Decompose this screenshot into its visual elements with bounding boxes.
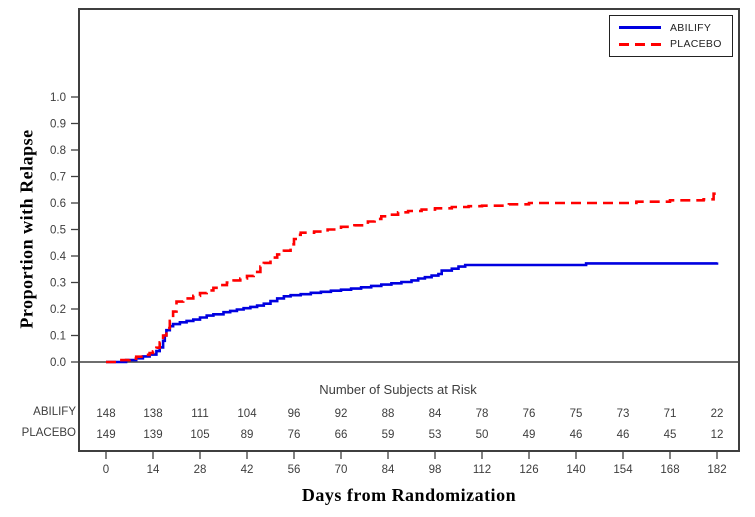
y-tick-label: 0.0	[50, 357, 66, 369]
x-tick-label: 140	[566, 464, 585, 476]
at-risk-value: 76	[523, 408, 536, 420]
x-tick-label: 126	[519, 464, 538, 476]
legend-label-abilify: ABILIFY	[670, 21, 712, 34]
y-tick-label: 0.1	[50, 331, 66, 343]
x-axis-title: Days from Randomization	[301, 485, 517, 505]
x-tick-label: 84	[382, 464, 395, 476]
at-risk-value: 71	[664, 408, 677, 420]
at-risk-value: 78	[476, 408, 489, 420]
at-risk-value: 75	[570, 408, 583, 420]
at-risk-value: 46	[617, 429, 630, 441]
y-tick-label: 0.8	[50, 145, 66, 157]
at-risk-value: 92	[335, 408, 348, 420]
at-risk-value: 12	[711, 429, 724, 441]
at-risk-value: 96	[288, 408, 301, 420]
at-risk-row-label-placebo: PLACEBO	[21, 427, 76, 439]
at-risk-row-label-abilify: ABILIFY	[33, 406, 76, 418]
plot-frame	[78, 8, 740, 452]
at-risk-value: 139	[143, 429, 162, 441]
y-tick-label: 0.3	[50, 278, 66, 290]
curve-abilify	[106, 262, 719, 364]
at-risk-value: 76	[288, 429, 301, 441]
at-risk-value: 105	[190, 429, 209, 441]
x-tick-label: 14	[147, 464, 160, 476]
x-tick-label: 0	[103, 464, 109, 476]
at-risk-value: 111	[191, 408, 208, 420]
x-tick-label: 56	[288, 464, 301, 476]
at-risk-value: 88	[382, 408, 395, 420]
x-tick-label: 182	[707, 464, 726, 476]
at-risk-value: 138	[143, 408, 162, 420]
y-tick-label: 0.6	[50, 198, 66, 210]
y-tick-label: 0.7	[50, 172, 66, 184]
x-tick-label: 70	[335, 464, 348, 476]
at-risk-value: 66	[335, 429, 348, 441]
at-risk-value: 89	[241, 429, 254, 441]
y-axis-title: Proportion with Relapse	[16, 129, 37, 329]
x-tick-label: 112	[473, 464, 491, 476]
x-tick-label: 98	[429, 464, 442, 476]
at-risk-value: 50	[476, 429, 489, 441]
at-risk-value: 46	[570, 429, 583, 441]
x-tick-label: 42	[241, 464, 254, 476]
at-risk-header: Number of Subjects at Risk	[319, 382, 477, 397]
legend-entry-placebo: PLACEBO	[610, 37, 732, 51]
x-tick-label: 168	[660, 464, 679, 476]
at-risk-value: 59	[382, 429, 395, 441]
at-risk-value: 149	[96, 429, 115, 441]
legend-label-placebo: PLACEBO	[670, 38, 722, 51]
at-risk-value: 73	[617, 408, 630, 420]
y-tick-label: 1.0	[50, 92, 66, 104]
abilify-line-sample	[619, 26, 661, 30]
at-risk-value: 45	[664, 429, 677, 441]
legend-entry-abilify: ABILIFY	[610, 21, 732, 35]
at-risk-value: 148	[96, 408, 115, 420]
x-tick-label: 28	[194, 464, 207, 476]
at-risk-value: 22	[711, 408, 724, 420]
placebo-line-sample	[619, 42, 661, 46]
x-tick-label: 154	[613, 464, 633, 476]
y-tick-label: 0.2	[50, 304, 66, 316]
curve-placebo	[106, 192, 717, 364]
y-tick-label: 0.4	[50, 251, 67, 263]
at-risk-value: 53	[429, 429, 442, 441]
at-risk-value: 84	[429, 408, 442, 420]
at-risk-value: 49	[523, 429, 536, 441]
at-risk-value: 104	[237, 408, 257, 420]
y-tick-label: 0.5	[50, 225, 66, 237]
legend: ABILIFY PLACEBO	[609, 15, 733, 57]
y-tick-label: 0.9	[50, 119, 66, 131]
